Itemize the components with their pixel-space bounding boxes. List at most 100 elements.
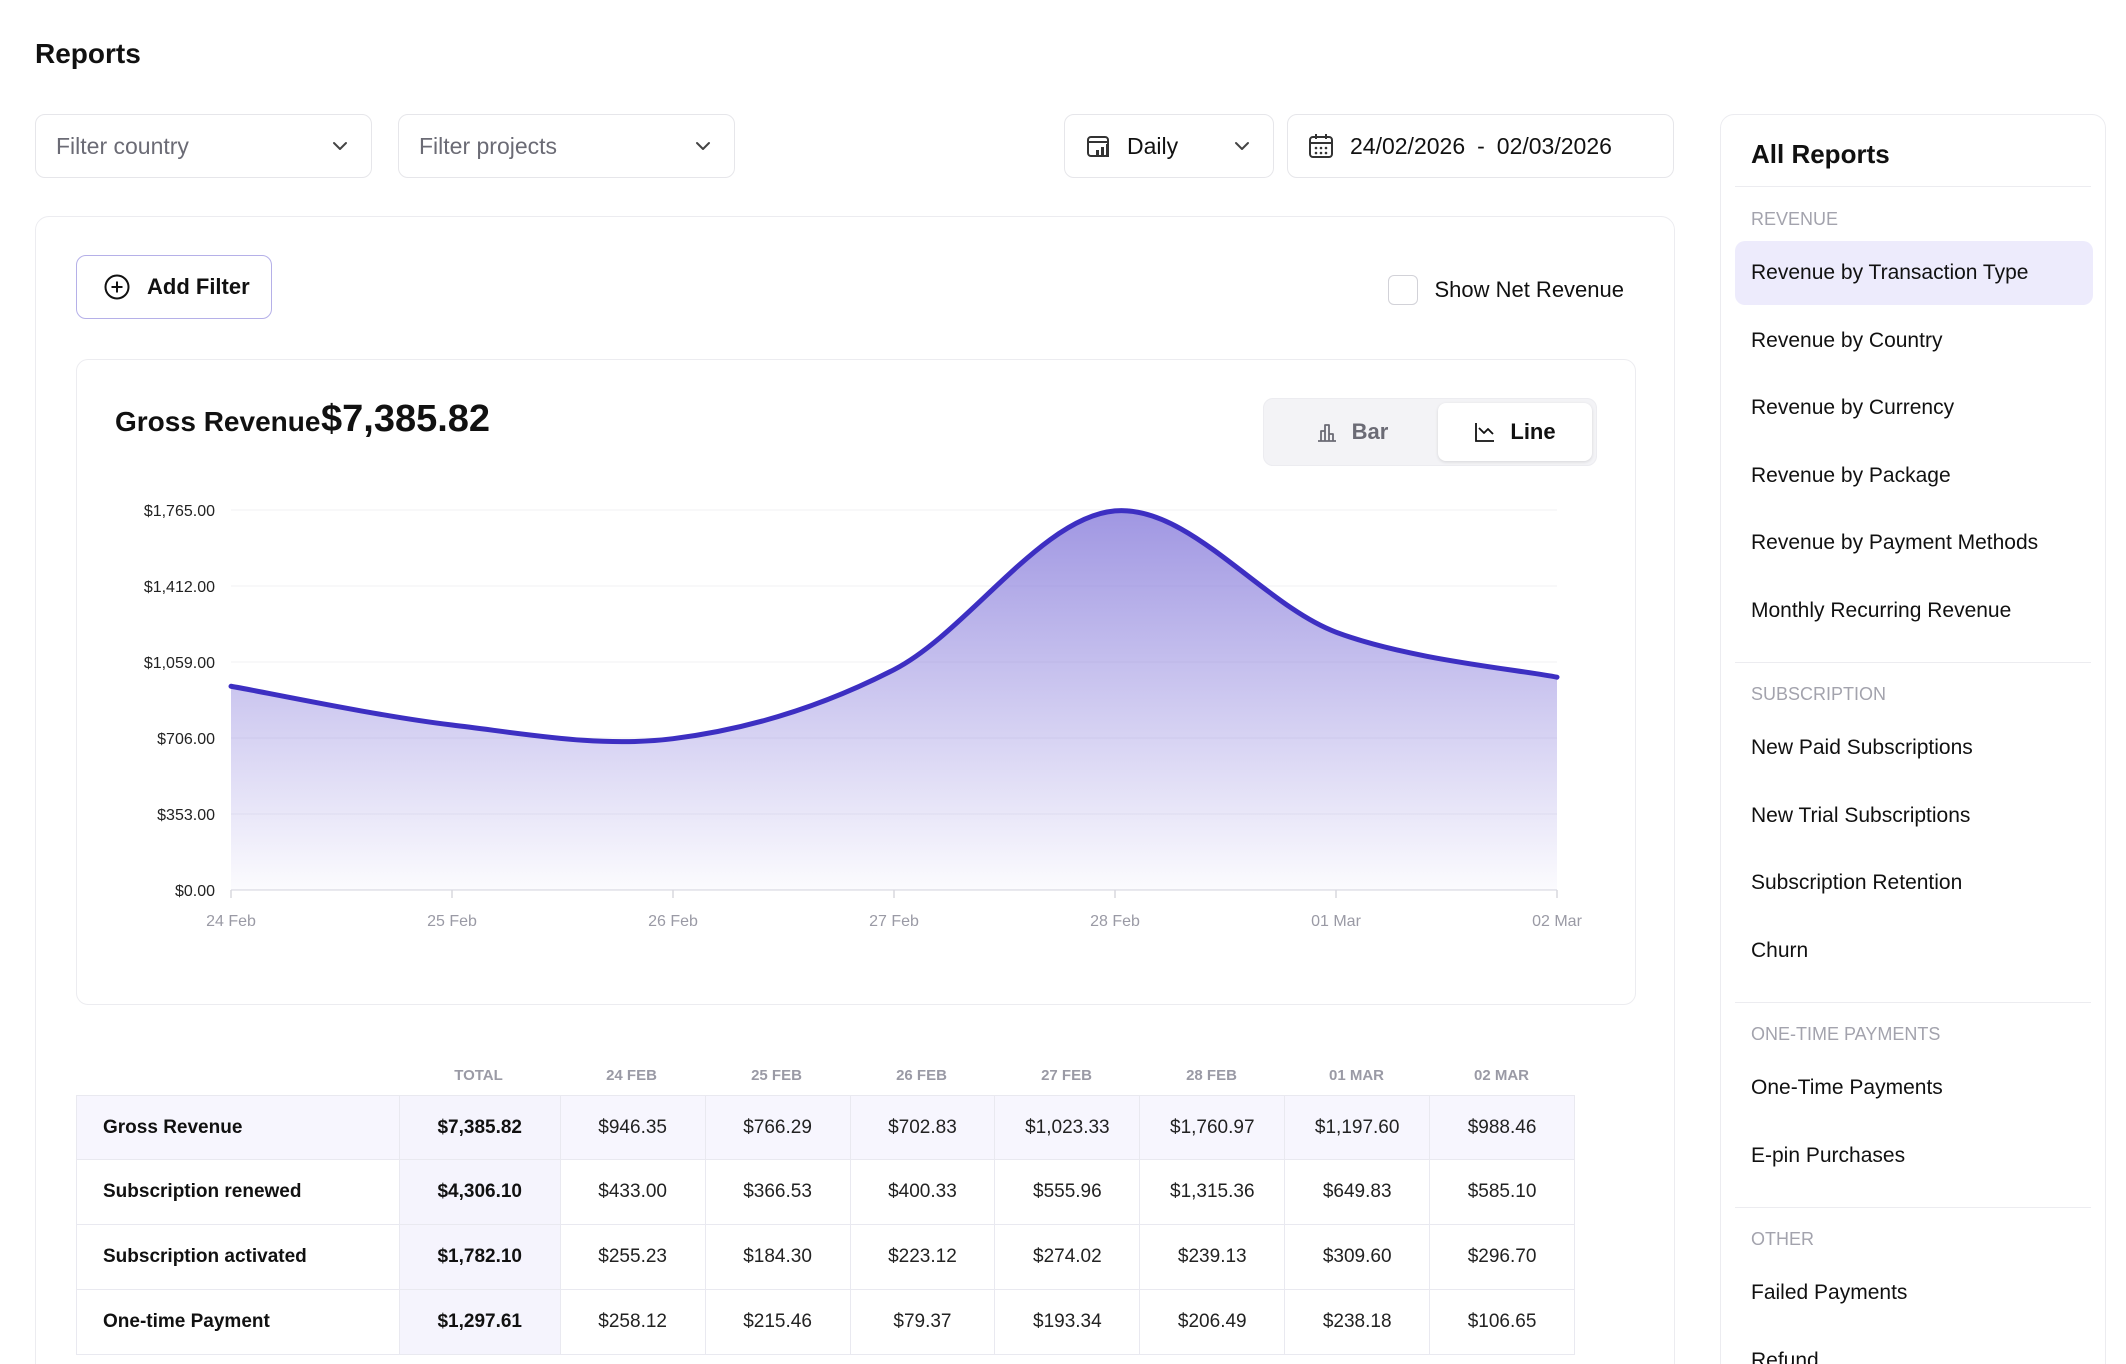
sidebar-item-revenue-by-package[interactable]: Revenue by Package <box>1751 463 1951 487</box>
sidebar-item-new-trial-subscriptions[interactable]: New Trial Subscriptions <box>1751 803 1971 827</box>
filter-country-select[interactable]: Filter country <box>35 114 372 178</box>
show-net-revenue-checkbox[interactable] <box>1388 275 1419 305</box>
table-cell: $1,023.33 <box>994 1096 1139 1159</box>
line-chart-button[interactable]: Line <box>1438 403 1592 461</box>
table-cell: $193.34 <box>994 1290 1139 1354</box>
table-cell: $555.96 <box>994 1160 1139 1224</box>
bar-chart-button[interactable]: Bar <box>1268 403 1436 461</box>
period-select[interactable]: Daily <box>1064 114 1274 178</box>
y-tick-label: $0.00 <box>175 883 215 900</box>
table-header-cell: TOTAL <box>454 1066 503 1084</box>
line-chart-label: Line <box>1510 419 1556 444</box>
chevron-down-icon <box>1235 142 1249 150</box>
chevron-down-icon <box>696 142 710 150</box>
sidebar-section-revenue: REVENUE <box>1751 209 1839 229</box>
x-tick-label: 02 Mar <box>1532 913 1582 930</box>
add-filter-label: Add Filter <box>147 274 250 299</box>
x-tick-label: 24 Feb <box>206 913 256 930</box>
sidebar-item-revenue-by-currency[interactable]: Revenue by Currency <box>1751 396 1955 419</box>
all-reports-sidebar: All Reports REVENUE Revenue by Transactio… <box>1720 114 2106 1364</box>
table-header-cell: 01 MAR <box>1328 1066 1384 1084</box>
table-cell: $1,197.60 <box>1284 1096 1429 1159</box>
y-tick-label: $353.00 <box>157 807 215 824</box>
page-title: Reports <box>35 38 141 69</box>
filter-country-placeholder: Filter country <box>56 132 189 159</box>
table-header-cell: 25 FEB <box>751 1066 802 1084</box>
table-cell: $239.13 <box>1139 1225 1284 1289</box>
table-cell: $1,760.97 <box>1139 1096 1284 1159</box>
line-chart-icon <box>1475 423 1495 442</box>
table-cell: $296.70 <box>1429 1225 1574 1289</box>
table-cell: $649.83 <box>1284 1160 1429 1224</box>
x-tick-label: 27 Feb <box>869 913 919 930</box>
table-cell: $106.65 <box>1429 1290 1574 1354</box>
y-tick-label: $706.00 <box>157 731 215 748</box>
bar-chart-icon <box>1317 424 1336 442</box>
sidebar-item-churn[interactable]: Churn <box>1751 938 1809 962</box>
table-cell: $309.60 <box>1284 1225 1429 1289</box>
calendar-icon <box>1309 134 1333 158</box>
y-tick-label: $1,059.00 <box>144 655 215 672</box>
table-cell-total: $1,782.10 <box>398 1225 560 1289</box>
table-header-cell: 28 FEB <box>1186 1066 1237 1084</box>
sidebar-item-monthly-recurring-revenue[interactable]: Monthly Recurring Revenue <box>1751 598 2012 622</box>
sidebar-item-revenue-by-country[interactable]: Revenue by Country <box>1751 328 1943 352</box>
table-cell: $946.35 <box>559 1096 705 1159</box>
chart-card: Gross Revenue $7,385.82 Bar Line $0.00 $3… <box>76 359 1636 1005</box>
date-range-picker[interactable]: 24/02/2026 - 02/03/2026 <box>1287 114 1674 178</box>
table-row-label: Subscription activated <box>103 1246 307 1267</box>
table-cell: $1,315.36 <box>1139 1160 1284 1224</box>
plus-circle-icon <box>104 274 130 300</box>
show-net-revenue-toggle[interactable]: Show Net Revenue <box>1388 275 1624 305</box>
sidebar-divider <box>1735 662 2091 663</box>
sidebar-divider <box>1735 186 2091 187</box>
y-tick-label: $1,412.00 <box>144 579 215 596</box>
sidebar-item-e-pin-purchases[interactable]: E-pin Purchases <box>1751 1143 1906 1167</box>
show-net-revenue-label: Show Net Revenue <box>1434 277 1624 302</box>
table-row-label: One-time Payment <box>103 1311 270 1332</box>
date-start: 24/02/2026 <box>1350 132 1466 159</box>
table-cell: $766.29 <box>704 1096 850 1159</box>
x-tick-label: 25 Feb <box>427 913 477 930</box>
filter-projects-select[interactable]: Filter projects <box>398 114 735 178</box>
table-cell: $366.53 <box>704 1160 850 1224</box>
y-tick-label: $1,765.00 <box>144 503 215 520</box>
x-tick-label: 26 Feb <box>648 913 698 930</box>
table-cell: $206.49 <box>1139 1290 1284 1354</box>
table-cell: $702.83 <box>849 1096 995 1159</box>
revenue-line <box>228 508 1560 745</box>
date-end: 02/03/2026 <box>1496 132 1612 159</box>
table-row-label: Gross Revenue <box>103 1116 243 1138</box>
table-row: Gross Revenue $7,385.82 $946.35 $766.29 $702… <box>76 1095 1575 1160</box>
table-cell: $79.37 <box>849 1290 995 1354</box>
table-header-cell: 02 MAR <box>1473 1066 1529 1084</box>
table-row-label: Subscription renewed <box>103 1181 302 1202</box>
table-cell: $223.12 <box>849 1225 995 1289</box>
table-cell: $433.00 <box>559 1160 705 1224</box>
chevron-down-icon <box>333 142 347 150</box>
table-row: Subscription renewed $4,306.10 $433.00 $366… <box>76 1160 1575 1225</box>
sidebar-item-one-time-payments[interactable]: One-Time Payments <box>1751 1076 1943 1099</box>
add-filter-button[interactable]: Add Filter <box>76 255 272 319</box>
bar-chart-label: Bar <box>1351 419 1389 444</box>
sidebar-section-subscription: SUBSCRIPTION <box>1751 684 1887 704</box>
sidebar-item-new-paid-subscriptions[interactable]: New Paid Subscriptions <box>1751 736 1973 759</box>
gross-revenue-value: $7,385.82 <box>321 398 491 440</box>
table-cell: $585.10 <box>1429 1160 1574 1224</box>
x-tick-label: 28 Feb <box>1090 913 1140 930</box>
sidebar-divider <box>1735 1002 2091 1003</box>
table-header: TOTAL 24 FEB 25 FEB 26 FEB 27 FEB 28 FEB 01 MA… <box>76 1055 1575 1095</box>
sidebar-item-subscription-retention[interactable]: Subscription Retention <box>1751 871 1963 894</box>
sidebar-item-revenue-by-transaction-type[interactable]: Revenue by Transaction Type <box>1735 241 2093 305</box>
sidebar-item-failed-payments[interactable]: Failed Payments <box>1751 1281 1908 1304</box>
filter-projects-placeholder: Filter projects <box>419 132 558 159</box>
chart-type-toggle: Bar Line <box>1263 398 1597 466</box>
table-cell: $184.30 <box>704 1225 850 1289</box>
sidebar-item-revenue-by-payment-methods[interactable]: Revenue by Payment Methods <box>1751 531 2039 554</box>
table-row: One-time Payment $1,297.61 $258.12 $215.46 $… <box>76 1290 1575 1355</box>
table-row: Subscription activated $1,782.10 $255.23 $1… <box>76 1225 1575 1290</box>
table-cell-total: $7,385.82 <box>398 1096 560 1159</box>
table-cell: $238.18 <box>1284 1290 1429 1354</box>
sidebar-section-other: OTHER <box>1751 1229 1814 1249</box>
sidebar-item-refund[interactable]: Refund <box>1751 1348 1819 1364</box>
